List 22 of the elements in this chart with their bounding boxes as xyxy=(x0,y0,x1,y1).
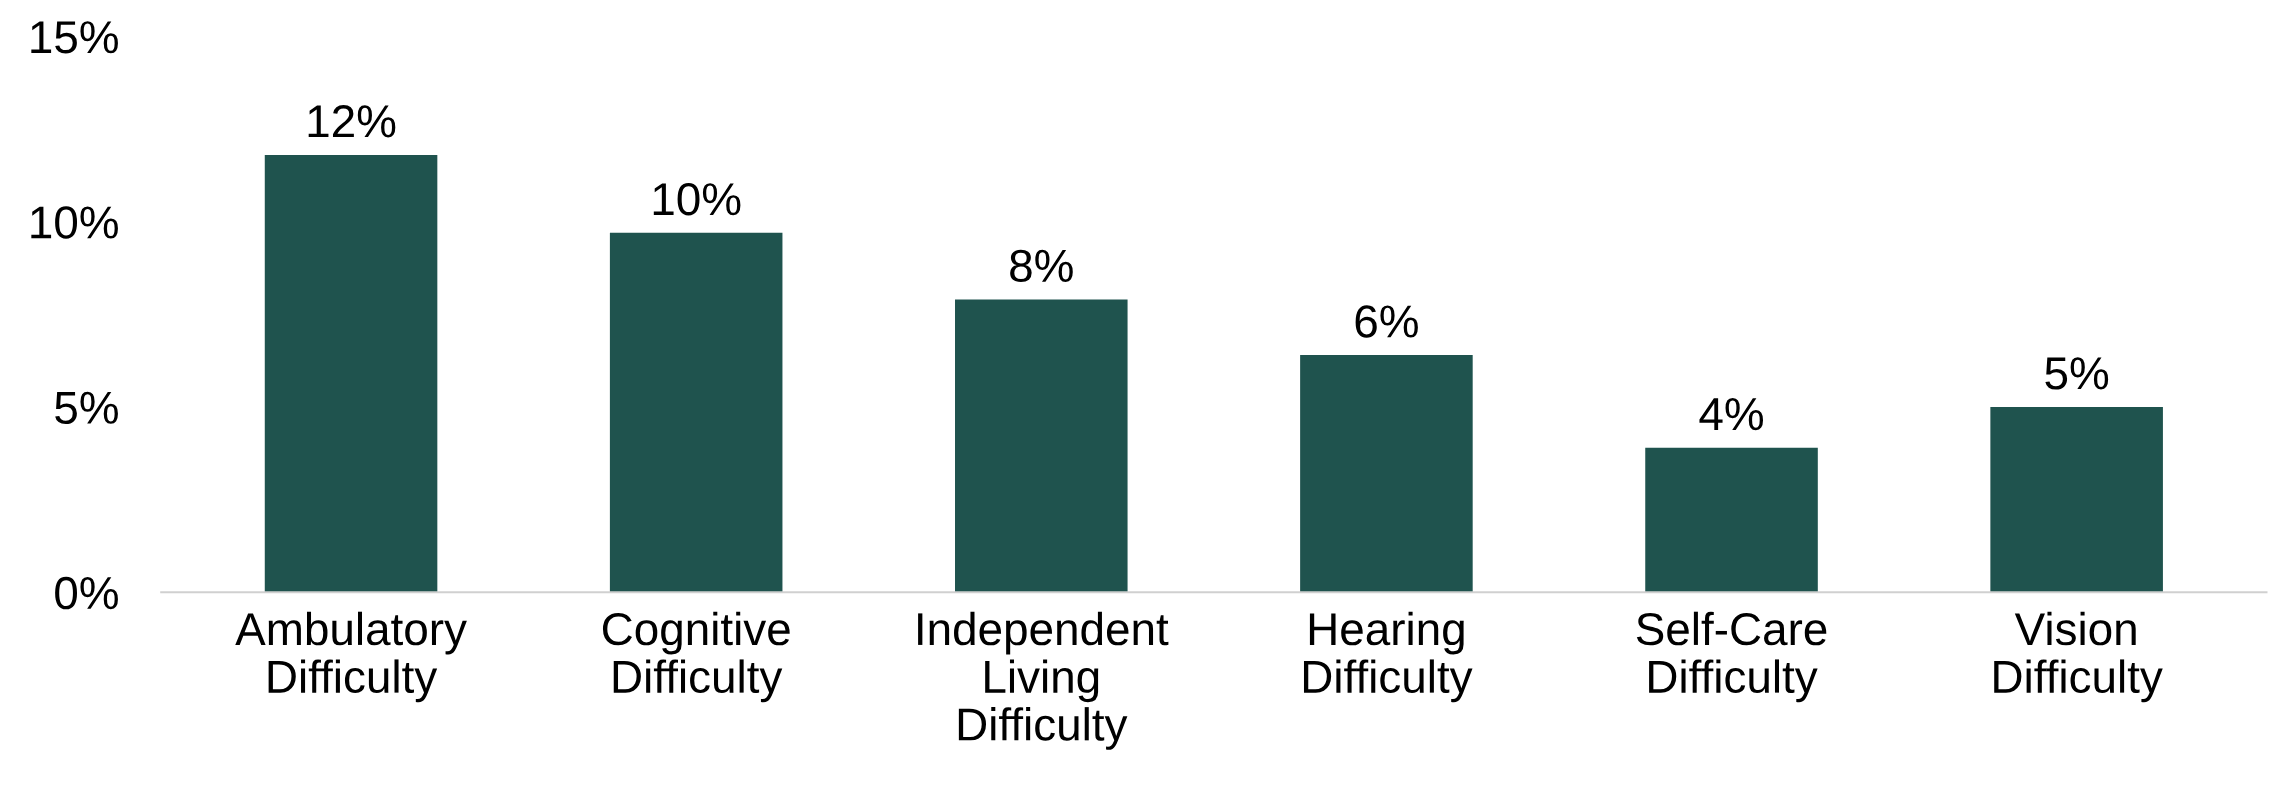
data-label: 6% xyxy=(1355,305,1418,338)
bar xyxy=(1300,355,1473,593)
bar xyxy=(955,299,1128,593)
y-tick-label: 15% xyxy=(31,21,118,54)
bar xyxy=(1645,447,1818,593)
y-tick-label: 5% xyxy=(55,391,118,425)
x-tick-label: Cognitive Difficulty xyxy=(602,611,790,703)
bar xyxy=(1990,406,2163,593)
y-tick-label: 0% xyxy=(55,576,118,610)
data-label: 10% xyxy=(653,182,741,216)
data-label: 5% xyxy=(2045,357,2109,390)
data-label: 8% xyxy=(1010,249,1073,283)
x-tick-label: Self-Care Difficulty xyxy=(1636,611,1827,703)
x-tick-label: Hearing Difficulty xyxy=(1303,611,1473,703)
x-tick-label: Independent Living Difficulty xyxy=(918,611,1169,750)
x-tick-label: Ambulatory Difficulty xyxy=(235,611,467,703)
bar xyxy=(609,232,783,593)
x-tick-label: Vision Difficulty xyxy=(1994,611,2163,703)
data-label: 4% xyxy=(1699,398,1764,431)
data-label: 12% xyxy=(308,105,396,138)
y-tick-label: 10% xyxy=(31,206,118,239)
bar xyxy=(264,154,438,593)
